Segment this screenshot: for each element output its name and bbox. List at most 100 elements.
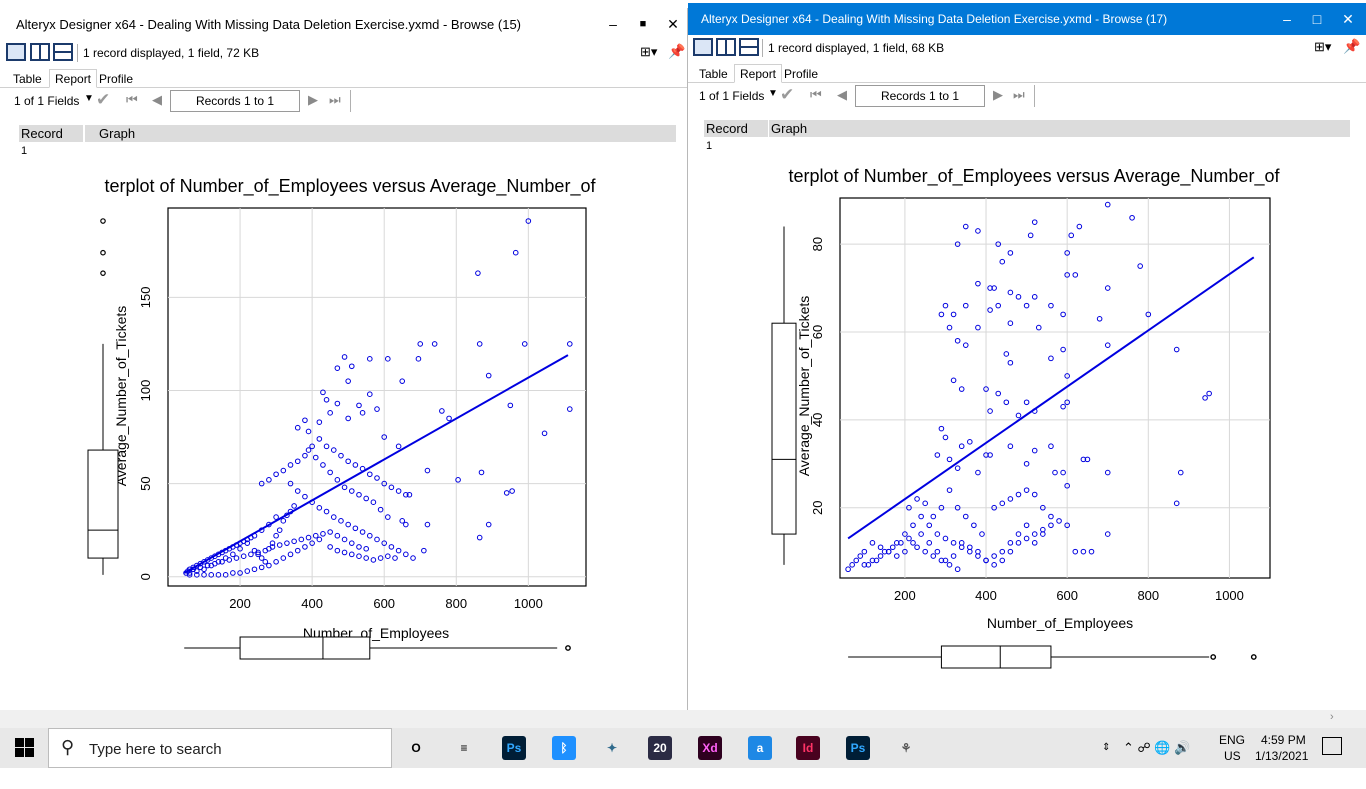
paint-icon[interactable]: ⚘ bbox=[894, 736, 918, 760]
search-box[interactable]: ⚲ Type here to search bbox=[48, 728, 392, 768]
split-pane-icon[interactable] bbox=[716, 38, 736, 56]
add-dropdown-icon[interactable]: ⊞▾ bbox=[640, 44, 658, 59]
data-point bbox=[877, 553, 884, 559]
clock-date[interactable]: 1/13/2021 bbox=[1255, 749, 1309, 763]
first-record-icon[interactable]: ⏮ bbox=[126, 92, 138, 107]
data-point bbox=[938, 311, 945, 318]
last-record-icon[interactable]: ⏭ bbox=[329, 92, 341, 107]
tab-report[interactable]: Report bbox=[734, 64, 783, 83]
data-point bbox=[294, 547, 301, 554]
pin-icon[interactable]: 📌 bbox=[1343, 38, 1361, 54]
scroll-right-icon[interactable]: › bbox=[1330, 711, 1334, 723]
data-point bbox=[910, 540, 916, 546]
tab-profile[interactable]: Profile bbox=[784, 67, 819, 81]
previous-record-icon[interactable]: ◀ bbox=[152, 92, 162, 107]
close-button[interactable]: ✕ bbox=[1342, 11, 1354, 27]
data-point bbox=[930, 513, 937, 520]
split-pane-icon[interactable] bbox=[30, 43, 50, 61]
data-point bbox=[374, 536, 380, 543]
next-record-icon[interactable]: ▶ bbox=[308, 92, 318, 107]
app-20-icon[interactable]: 20 bbox=[648, 736, 672, 760]
pin-icon[interactable]: 📌 bbox=[668, 43, 686, 59]
cortana-icon[interactable]: O bbox=[404, 736, 428, 760]
alteryx-icon[interactable]: a bbox=[748, 736, 772, 760]
data-point bbox=[1084, 456, 1091, 463]
previous-record-icon[interactable]: ◀ bbox=[837, 87, 847, 102]
data-point bbox=[327, 469, 333, 476]
column-header-record[interactable]: Record bbox=[19, 125, 83, 142]
add-dropdown-icon[interactable]: ⊞▾ bbox=[1314, 39, 1332, 54]
tableau-icon[interactable]: ✦ bbox=[600, 736, 624, 760]
bluetooth-icon[interactable]: ᛒ bbox=[552, 736, 576, 760]
horizontal-scrollbar[interactable]: › bbox=[0, 710, 1366, 728]
data-point bbox=[1064, 250, 1070, 256]
browse-window-15: Alteryx Designer x64 - Dealing With Miss… bbox=[0, 8, 688, 710]
xd-icon[interactable]: Xd bbox=[698, 736, 722, 760]
column-header-record[interactable]: Record bbox=[704, 120, 768, 137]
data-point bbox=[999, 557, 1006, 564]
data-point bbox=[478, 469, 485, 476]
data-point bbox=[194, 572, 200, 578]
language-eng[interactable]: ENG bbox=[1219, 733, 1246, 747]
next-record-icon[interactable]: ▶ bbox=[993, 87, 1003, 102]
fields-dropdown[interactable]: 1 of 1 Fields bbox=[699, 89, 765, 103]
clock-time[interactable]: 4:59 PM bbox=[1261, 733, 1306, 747]
windows-start-icon[interactable] bbox=[15, 738, 35, 758]
data-point bbox=[320, 462, 326, 468]
tab-table[interactable]: Table bbox=[13, 72, 42, 86]
x-tick-label: 800 bbox=[445, 596, 467, 611]
maximize-button[interactable]: □ bbox=[1312, 11, 1322, 27]
data-point bbox=[954, 566, 961, 573]
data-point bbox=[374, 475, 380, 481]
data-point bbox=[918, 531, 924, 537]
data-point bbox=[302, 417, 308, 424]
minimize-button[interactable]: – bbox=[609, 16, 617, 32]
single-pane-icon[interactable] bbox=[693, 38, 713, 56]
records-range-box[interactable]: Records 1 to 1 bbox=[170, 90, 300, 112]
data-point bbox=[385, 514, 391, 520]
data-point bbox=[1003, 351, 1010, 357]
data-point bbox=[1048, 443, 1054, 450]
first-record-icon[interactable]: ⏮ bbox=[810, 87, 822, 102]
data-point bbox=[566, 406, 573, 412]
tab-report[interactable]: Report bbox=[49, 69, 98, 88]
photoshop-2-icon[interactable]: Ps bbox=[846, 736, 870, 760]
tray-icons[interactable]: ⌃ ☍ 🌐 🔊 bbox=[1123, 740, 1191, 755]
records-range-box[interactable]: Records 1 to 1 bbox=[855, 85, 985, 107]
plot-area bbox=[167, 207, 587, 587]
checkmark-icon[interactable]: ✔ bbox=[96, 90, 111, 109]
data-point bbox=[1023, 535, 1030, 542]
x-tick-label: 200 bbox=[894, 588, 916, 603]
minimize-button[interactable]: – bbox=[1283, 11, 1291, 27]
stacked-pane-icon[interactable] bbox=[739, 38, 759, 56]
fields-dropdown[interactable]: 1 of 1 Fields bbox=[14, 94, 80, 108]
tab-table[interactable]: Table bbox=[699, 67, 728, 81]
data-point bbox=[869, 540, 876, 546]
last-record-icon[interactable]: ⏭ bbox=[1013, 87, 1025, 102]
nav-divider bbox=[1034, 85, 1035, 107]
checkmark-icon[interactable]: ✔ bbox=[780, 85, 795, 104]
notification-icon[interactable] bbox=[1322, 737, 1342, 755]
maximize-button[interactable]: ■ bbox=[639, 18, 647, 30]
data-point bbox=[991, 504, 997, 511]
language-us[interactable]: US bbox=[1224, 749, 1241, 763]
column-header-graph[interactable]: Graph bbox=[85, 125, 676, 142]
nav-divider bbox=[350, 90, 351, 112]
stacked-pane-icon[interactable] bbox=[53, 43, 73, 61]
single-pane-icon[interactable] bbox=[6, 43, 26, 61]
photoshop-icon[interactable]: Ps bbox=[502, 736, 526, 760]
data-point bbox=[363, 545, 369, 552]
task-view-icon[interactable]: ≡ bbox=[452, 736, 476, 760]
chevron-down-icon[interactable]: ▼ bbox=[768, 88, 778, 99]
data-point bbox=[485, 372, 492, 379]
indesign-icon[interactable]: Id bbox=[796, 736, 820, 760]
chevron-down-icon[interactable]: ▼ bbox=[84, 93, 94, 104]
tab-profile[interactable]: Profile bbox=[99, 72, 134, 86]
data-point bbox=[302, 452, 308, 459]
scroll-arrow-icon[interactable]: ⇕ bbox=[1102, 742, 1111, 753]
x-tick-label: 400 bbox=[301, 596, 323, 611]
close-button[interactable]: ✕ bbox=[667, 16, 679, 32]
data-point bbox=[316, 504, 323, 511]
column-header-graph[interactable]: Graph bbox=[769, 120, 1350, 137]
data-point bbox=[273, 471, 279, 478]
